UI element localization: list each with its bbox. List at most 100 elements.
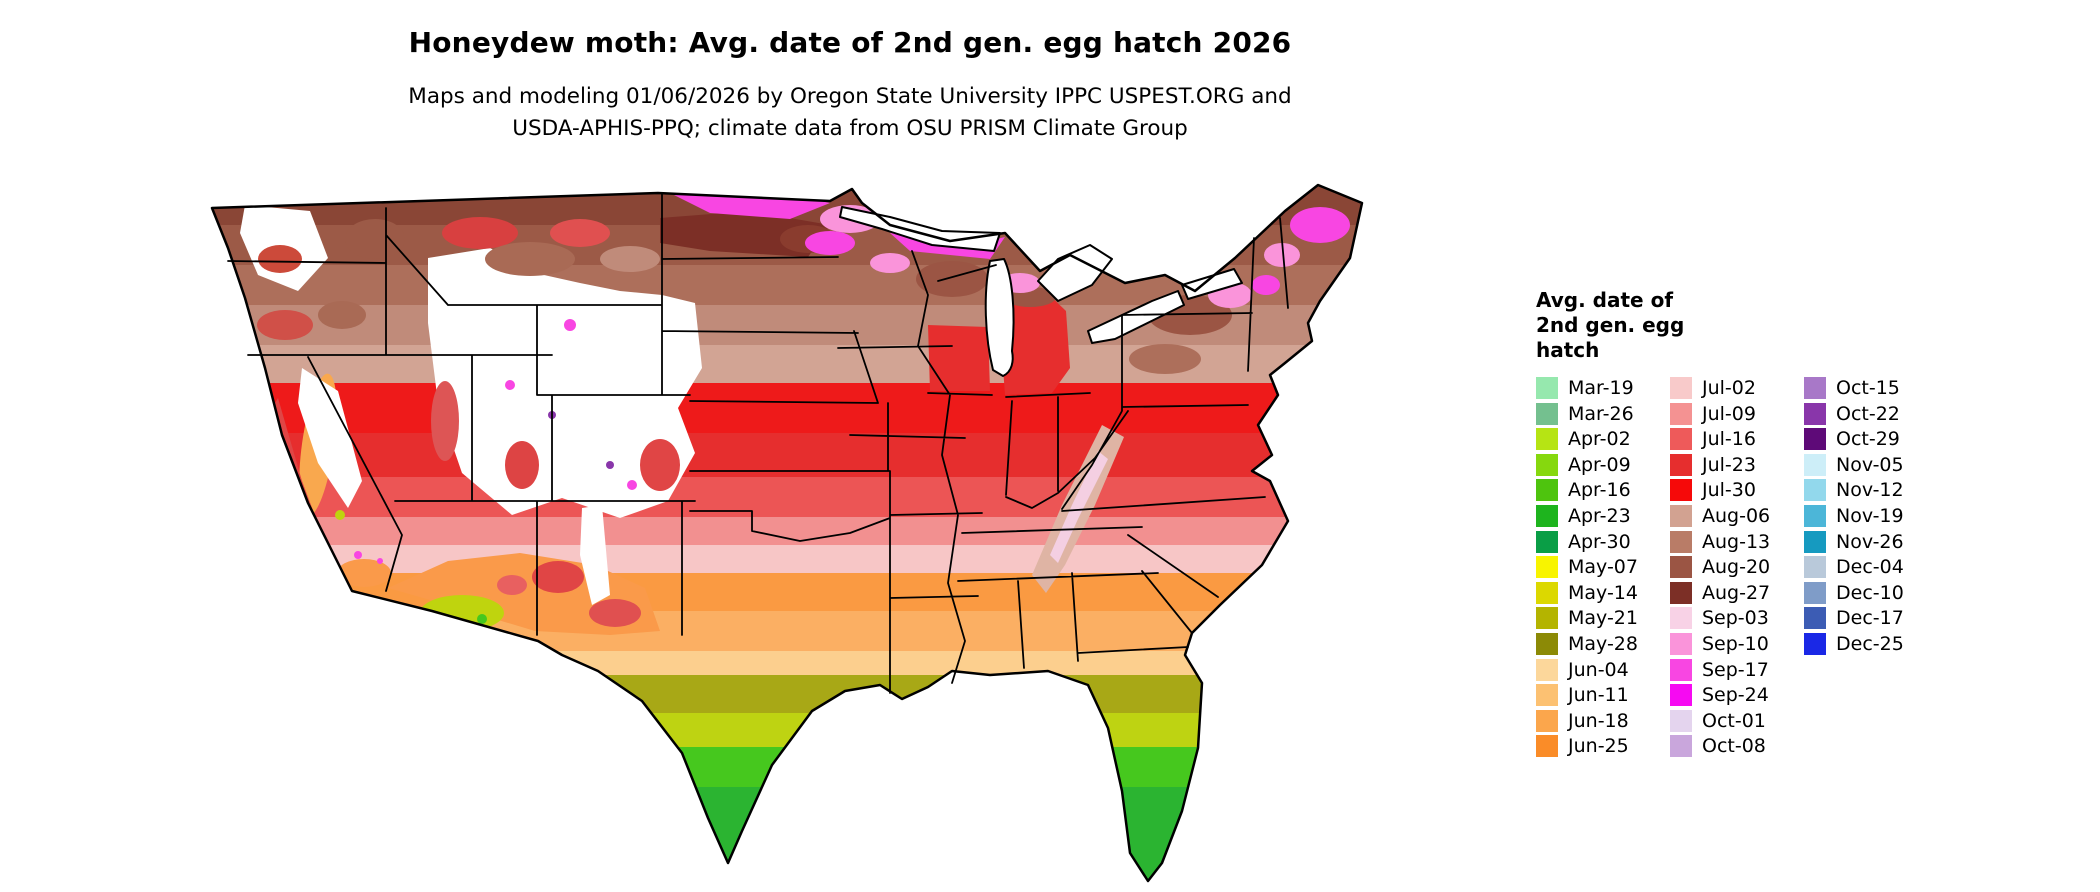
map-color-bands [212, 185, 1362, 881]
legend-label: Mar-26 [1568, 402, 1634, 425]
legend-entry: Nov-05 [1804, 453, 1938, 476]
legend-swatch [1804, 607, 1826, 630]
legend-entry: May-28 [1536, 632, 1670, 655]
legend-label: Mar-19 [1568, 377, 1634, 399]
legend-label: Nov-19 [1836, 504, 1904, 527]
legend-swatch [1804, 428, 1826, 451]
subtitle-line-1: Maps and modeling 01/06/2026 by Oregon S… [408, 84, 1292, 109]
legend-label: Apr-30 [1568, 530, 1631, 553]
legend-entry: Sep-03 [1670, 607, 1804, 630]
lake-erie [1087, 290, 1185, 344]
legend-label: Oct-08 [1702, 735, 1766, 758]
legend-entry: Oct-22 [1804, 402, 1938, 425]
legend-swatch [1804, 402, 1826, 425]
legend-swatch [1670, 658, 1692, 681]
legend-entry: Oct-01 [1670, 709, 1804, 732]
legend-label: Apr-09 [1568, 453, 1631, 476]
legend-swatch [1670, 581, 1692, 604]
state-borders [227, 192, 1289, 694]
legend-swatch [1804, 581, 1826, 604]
legend-title-line-2: 2nd gen. egg [1536, 313, 1685, 337]
legend-label: Dec-25 [1836, 632, 1904, 655]
legend-swatch [1536, 684, 1558, 707]
us-outline [210, 183, 1364, 883]
legend-swatch [1670, 504, 1692, 527]
legend-entry: May-21 [1536, 607, 1670, 630]
legend-entry: Jul-02 [1670, 377, 1804, 399]
subtitle-line-2: USDA-APHIS-PPQ; climate data from OSU PR… [512, 116, 1188, 141]
legend-label: Apr-23 [1568, 504, 1631, 527]
legend-entry: Mar-26 [1536, 402, 1670, 425]
legend-label: Apr-02 [1568, 428, 1631, 451]
legend-swatch [1536, 658, 1558, 681]
legend-title: Avg. date of 2nd gen. egg hatch [1536, 288, 2096, 363]
legend-entry: Sep-10 [1670, 632, 1804, 655]
header: Honeydew moth: Avg. date of 2nd gen. egg… [0, 26, 1700, 145]
legend-entry: May-14 [1536, 581, 1670, 604]
legend-title-line-3: hatch [1536, 338, 1600, 362]
legend-label: Dec-10 [1836, 581, 1904, 604]
legend-label: Jul-23 [1702, 453, 1756, 476]
legend-label: Aug-13 [1702, 530, 1771, 553]
legend-swatch [1536, 402, 1558, 425]
legend-swatch [1536, 709, 1558, 732]
legend-entry: Oct-08 [1670, 735, 1804, 758]
legend-entry: Apr-30 [1536, 530, 1670, 553]
legend-entry: Aug-20 [1670, 556, 1804, 579]
legend-columns: Mar-19 Mar-26 Apr-02 Apr-09 Apr-16 Apr-23 Apr-… [1536, 377, 2096, 761]
legend-label: Aug-06 [1702, 504, 1771, 527]
legend-label: May-21 [1568, 607, 1638, 630]
legend-title-line-1: Avg. date of [1536, 288, 1674, 312]
legend-swatch [1670, 556, 1692, 579]
legend-label: Sep-24 [1702, 684, 1769, 707]
legend-swatch [1670, 428, 1692, 451]
legend-swatch [1804, 479, 1826, 502]
legend-swatch [1670, 377, 1692, 399]
legend-label: Jul-30 [1702, 479, 1756, 502]
legend-entry: Apr-09 [1536, 453, 1670, 476]
legend-entry: Jul-30 [1670, 479, 1804, 502]
page-subtitle: Maps and modeling 01/06/2026 by Oregon S… [0, 81, 1700, 145]
legend-label: Jun-04 [1568, 658, 1629, 681]
legend-swatch [1670, 453, 1692, 476]
legend-label: Aug-20 [1702, 556, 1771, 579]
legend-entry: Nov-26 [1804, 530, 1938, 553]
legend-entry: Sep-24 [1670, 684, 1804, 707]
legend-swatch [1804, 632, 1826, 655]
legend-label: Jul-02 [1702, 377, 1756, 399]
legend-swatch [1536, 735, 1558, 758]
legend-label: Apr-16 [1568, 479, 1631, 502]
lake-michigan [984, 258, 1015, 377]
legend-entry: Apr-23 [1536, 504, 1670, 527]
legend-label: Jun-18 [1568, 709, 1629, 732]
legend-swatch [1670, 479, 1692, 502]
legend-swatch [1536, 581, 1558, 604]
legend-label: Jun-11 [1568, 684, 1629, 707]
legend-swatch [1536, 504, 1558, 527]
legend-label: Nov-12 [1836, 479, 1904, 502]
legend-label: Oct-01 [1702, 709, 1766, 732]
legend-swatch [1670, 607, 1692, 630]
legend-entry: Dec-04 [1804, 556, 1938, 579]
legend-entry: Jun-25 [1536, 735, 1670, 758]
legend-entry: Aug-13 [1670, 530, 1804, 553]
legend-swatch [1670, 530, 1692, 553]
legend-swatch [1670, 402, 1692, 425]
legend-entry: Apr-16 [1536, 479, 1670, 502]
legend-swatch [1804, 453, 1826, 476]
legend-swatch [1670, 709, 1692, 732]
legend-entry: Jun-11 [1536, 684, 1670, 707]
legend-entry: Oct-29 [1804, 428, 1938, 451]
legend-entry: Dec-25 [1804, 632, 1938, 655]
legend-label: Nov-05 [1836, 453, 1904, 476]
legend-swatch [1536, 377, 1558, 399]
legend-label: Oct-15 [1836, 377, 1900, 399]
legend-entry: Nov-19 [1804, 504, 1938, 527]
legend-label: May-14 [1568, 581, 1638, 604]
legend-entry: Jul-23 [1670, 453, 1804, 476]
legend-label: Sep-10 [1702, 632, 1769, 655]
legend-entry: Dec-10 [1804, 581, 1938, 604]
legend-label: Oct-22 [1836, 402, 1900, 425]
legend-swatch [1804, 530, 1826, 553]
